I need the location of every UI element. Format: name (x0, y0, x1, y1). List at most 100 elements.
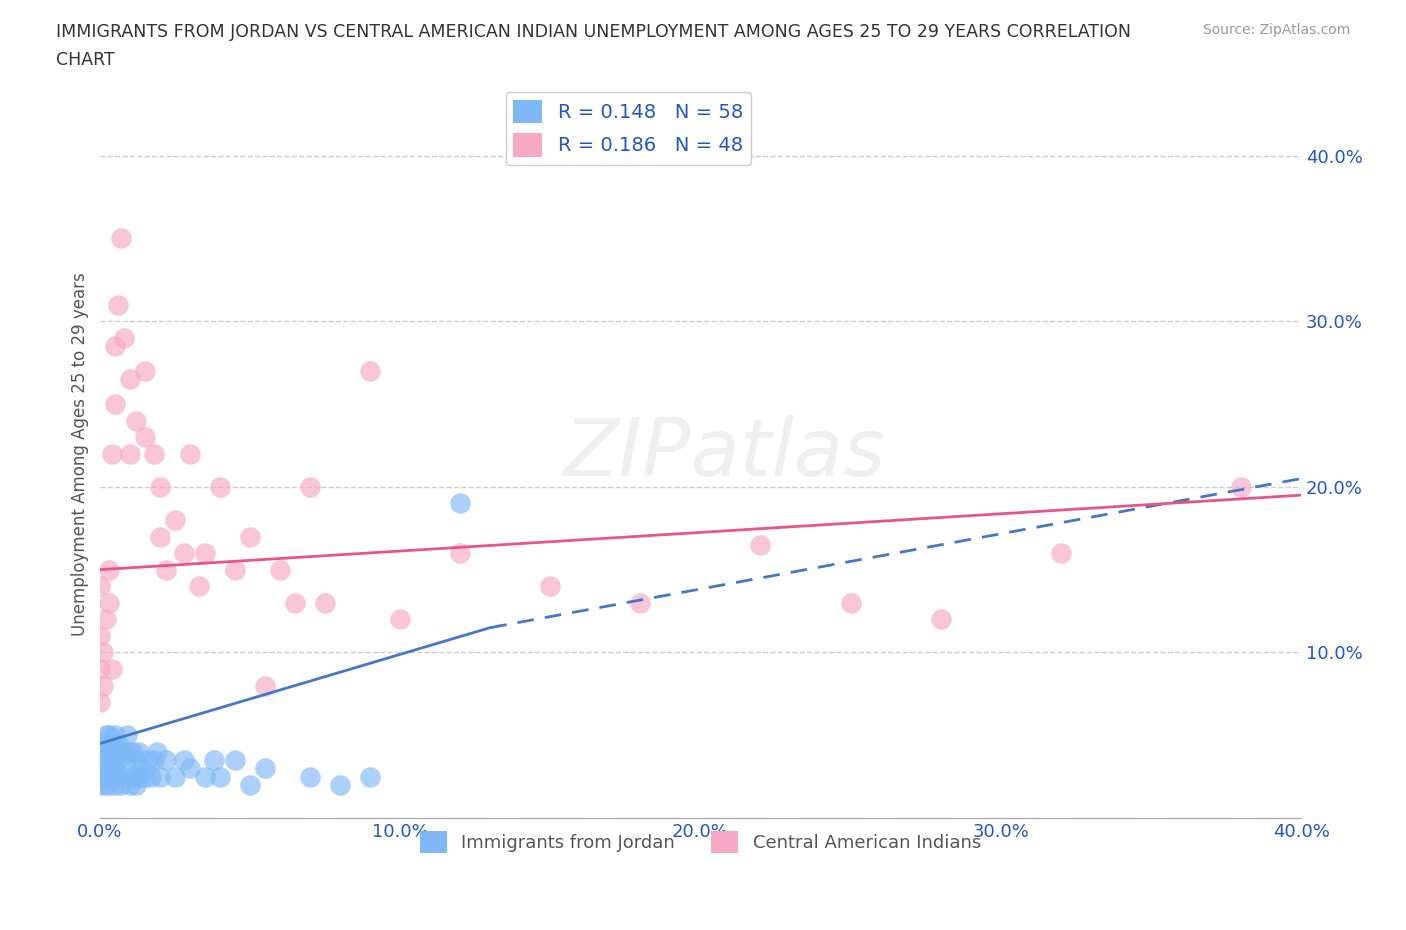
Point (100, 752, 122, 767)
Point (110, 777, 132, 792)
Point (359, 769, 381, 784)
Text: CHART: CHART (56, 51, 115, 69)
Point (359, 364, 381, 379)
Point (104, 761, 127, 776)
Point (89, 744, 111, 759)
Point (104, 396, 127, 411)
Point (449, 496, 471, 511)
Point (89, 578, 111, 593)
Point (94, 777, 117, 792)
Point (449, 546, 471, 561)
Point (104, 728, 127, 743)
Point (97, 595, 120, 610)
Point (107, 752, 129, 767)
Text: ZIPatlas: ZIPatlas (564, 415, 886, 493)
Point (269, 563, 291, 578)
Point (239, 777, 262, 792)
Point (538, 578, 561, 593)
Point (107, 737, 129, 751)
Point (107, 769, 129, 784)
Text: Source: ZipAtlas.com: Source: ZipAtlas.com (1202, 23, 1350, 37)
Point (121, 769, 143, 784)
Point (91, 737, 114, 751)
Point (107, 298, 129, 312)
Point (155, 752, 177, 767)
Point (97, 728, 120, 743)
Point (139, 769, 162, 784)
Point (125, 413, 148, 428)
Point (839, 595, 862, 610)
Point (112, 330, 135, 345)
Point (208, 769, 231, 784)
Point (89, 761, 111, 776)
Point (194, 769, 217, 784)
Point (194, 546, 217, 561)
Point (112, 769, 135, 784)
Point (298, 480, 321, 495)
Point (110, 231, 132, 246)
Point (89, 661, 111, 676)
Point (128, 769, 150, 784)
Point (134, 430, 156, 445)
Point (239, 529, 262, 544)
Point (91, 678, 114, 693)
Point (91, 752, 114, 767)
Point (284, 595, 307, 610)
Point (97, 744, 120, 759)
Point (1050, 546, 1073, 561)
Point (110, 744, 132, 759)
Point (179, 446, 201, 461)
Point (253, 761, 276, 776)
Point (142, 752, 165, 767)
Point (125, 777, 148, 792)
Point (97, 777, 120, 792)
Point (100, 446, 122, 461)
Point (125, 752, 148, 767)
Point (131, 761, 153, 776)
Point (118, 446, 141, 461)
Point (94, 728, 117, 743)
Point (314, 595, 336, 610)
Point (97, 563, 120, 578)
Point (121, 744, 143, 759)
Point (142, 446, 165, 461)
Point (149, 769, 172, 784)
Point (100, 737, 122, 751)
Point (149, 480, 172, 495)
Point (134, 364, 156, 379)
Point (163, 512, 186, 527)
Point (115, 728, 138, 743)
Point (89, 695, 111, 710)
Point (628, 595, 651, 610)
Point (91, 645, 114, 660)
Point (128, 744, 150, 759)
Point (155, 563, 177, 578)
Point (202, 752, 225, 767)
Point (149, 529, 172, 544)
Point (118, 744, 141, 759)
Point (104, 339, 127, 353)
Point (224, 563, 246, 578)
Point (136, 752, 159, 767)
Point (112, 744, 135, 759)
Point (173, 546, 195, 561)
Point (89, 777, 111, 792)
Point (134, 769, 156, 784)
Point (118, 777, 141, 792)
Point (179, 761, 201, 776)
Point (253, 678, 276, 693)
Point (145, 744, 167, 759)
Legend: Immigrants from Jordan, Central American Indians: Immigrants from Jordan, Central American… (412, 824, 988, 860)
Text: IMMIGRANTS FROM JORDAN VS CENTRAL AMERICAN INDIAN UNEMPLOYMENT AMONG AGES 25 TO : IMMIGRANTS FROM JORDAN VS CENTRAL AMERIC… (56, 23, 1132, 41)
Point (298, 769, 321, 784)
Point (389, 612, 412, 627)
Point (118, 372, 141, 387)
Point (163, 769, 186, 784)
Point (104, 777, 127, 792)
Y-axis label: Unemployment Among Ages 25 to 29 years: Unemployment Among Ages 25 to 29 years (72, 272, 89, 635)
Point (173, 752, 195, 767)
Point (97, 761, 120, 776)
Point (329, 777, 352, 792)
Point (929, 612, 952, 627)
Point (100, 661, 122, 676)
